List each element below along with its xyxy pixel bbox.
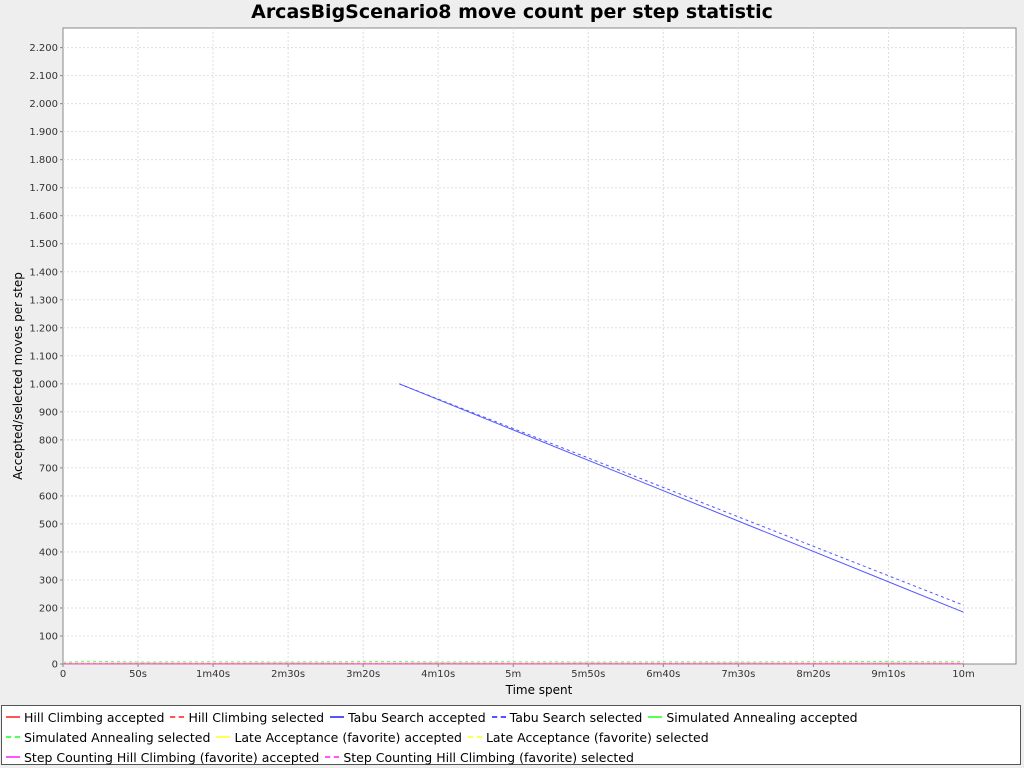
y-tick-label: 1.900 <box>29 127 58 138</box>
y-tick-label: 1.000 <box>29 379 58 390</box>
legend-swatch <box>325 756 340 758</box>
legend-item: Late Acceptance (favorite) accepted <box>216 727 462 747</box>
legend-label: Simulated Annealing accepted <box>666 709 858 725</box>
x-tick-label: 9m10s <box>871 669 905 680</box>
legend-swatch <box>216 736 231 738</box>
x-tick-label: 4m10s <box>421 669 455 680</box>
y-tick-label: 0 <box>52 660 58 671</box>
series-line-4 <box>399 383 964 606</box>
y-tick-label: 100 <box>39 631 58 642</box>
legend-label: Hill Climbing selected <box>188 709 325 725</box>
legend-label: Simulated Annealing selected <box>24 729 211 745</box>
legend-swatch <box>170 716 185 718</box>
legend-label: Step Counting Hill Climbing (favorite) s… <box>343 749 634 765</box>
legend-label: Late Acceptance (favorite) accepted <box>234 729 462 745</box>
x-axis-ticks: 0 50s 1m40s 2m30s 3m20s 4m10s 5m 5m50s 6m40s 7m30… <box>60 664 975 680</box>
legend-item: Tabu Search selected <box>491 707 643 727</box>
x-tick-label: 5m <box>505 669 521 680</box>
legend-label: Step Counting Hill Climbing (favorite) a… <box>24 749 320 765</box>
series-lines <box>62 383 964 665</box>
y-tick-label: 1.600 <box>29 211 58 222</box>
y-tick-label: 2.000 <box>29 99 58 110</box>
y-tick-label: 800 <box>39 435 58 446</box>
x-tick-label: 10m <box>952 669 974 680</box>
legend-item: Hill Climbing selected <box>170 707 324 727</box>
y-tick-label: 2.200 <box>29 43 58 54</box>
y-tick-label: 700 <box>39 463 58 474</box>
y-tick-label: 300 <box>39 575 58 586</box>
y-tick-label: 600 <box>39 491 58 502</box>
plot-area <box>62 27 1017 665</box>
y-tick-label: 1.400 <box>29 267 58 278</box>
x-axis-label: Time spent <box>505 683 573 697</box>
legend-label: Tabu Search accepted <box>348 709 486 725</box>
legend-swatch <box>491 716 506 718</box>
x-tick-label: 1m40s <box>196 669 230 680</box>
y-tick-label: 1.300 <box>29 295 58 306</box>
chart-canvas: ArcasBigScenario8 move count per step st… <box>11 1 1017 697</box>
y-tick-label: 2.100 <box>29 71 58 82</box>
y-axis-ticks: 0 100 200 300 400 500 600 700 800 900 1.000 1.100 1.… <box>29 43 63 671</box>
y-tick-label: 1.700 <box>29 183 58 194</box>
x-tick-label: 3m20s <box>346 669 380 680</box>
legend-item: Step Counting Hill Climbing (favorite) s… <box>325 747 634 767</box>
x-tick-label: 50s <box>129 669 147 680</box>
y-tick-label: 1.500 <box>29 239 58 250</box>
grid-lines <box>63 28 1016 664</box>
legend-item: Step Counting Hill Climbing (favorite) a… <box>6 747 319 767</box>
x-tick-label: 0 <box>60 669 66 680</box>
legend-swatch <box>330 716 345 718</box>
x-tick-label: 7m30s <box>721 669 755 680</box>
legend-item: Late Acceptance (favorite) selected <box>467 727 709 747</box>
y-tick-label: 1.800 <box>29 155 58 166</box>
legend-item: Simulated Annealing selected <box>6 727 210 747</box>
x-tick-label: 5m50s <box>571 669 605 680</box>
legend-item: Tabu Search accepted <box>330 707 486 727</box>
y-tick-label: 400 <box>39 547 58 558</box>
legend-item: Hill Climbing accepted <box>6 707 164 727</box>
legend-swatch <box>648 716 663 718</box>
y-tick-label: 1.100 <box>29 351 58 362</box>
chart-legend: Hill Climbing accepted Hill Climbing sele… <box>1 705 1021 765</box>
legend-label: Late Acceptance (favorite) selected <box>485 729 709 745</box>
x-tick-label: 6m40s <box>646 669 680 680</box>
x-tick-label: 8m20s <box>796 669 830 680</box>
y-axis-label: Accepted/selected moves per step <box>11 272 25 480</box>
y-tick-label: 1.200 <box>29 323 58 334</box>
y-tick-label: 900 <box>39 407 58 418</box>
legend-label: Tabu Search selected <box>509 709 643 725</box>
legend-item: Simulated Annealing accepted <box>648 707 858 727</box>
legend-swatch <box>6 756 20 758</box>
y-tick-label: 200 <box>39 603 58 614</box>
legend-swatch <box>6 716 20 718</box>
x-tick-label: 2m30s <box>271 669 305 680</box>
legend-swatch <box>467 736 482 738</box>
series-line-3 <box>399 383 964 613</box>
y-tick-label: 500 <box>39 519 58 530</box>
chart-title: ArcasBigScenario8 move count per step st… <box>251 1 773 23</box>
legend-swatch <box>6 736 20 738</box>
legend-label: Hill Climbing accepted <box>24 709 165 725</box>
